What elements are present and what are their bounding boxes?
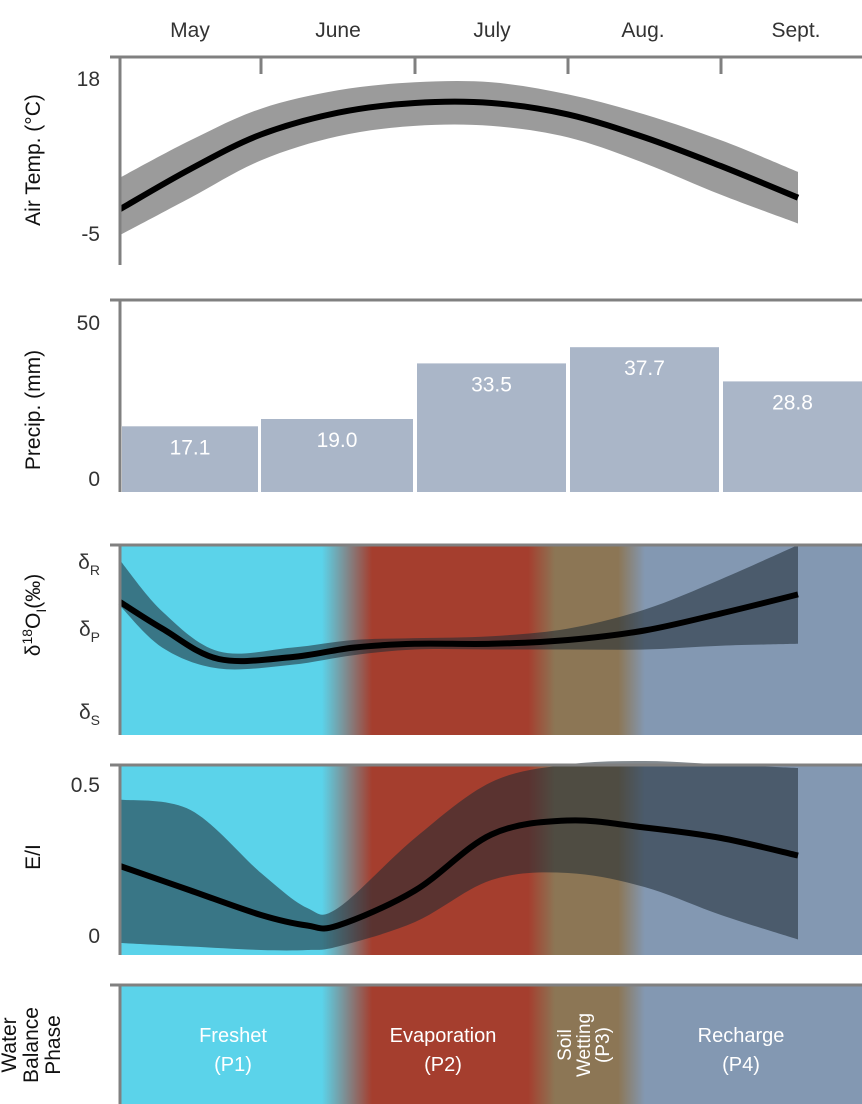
phase-label-recharge: Recharge xyxy=(698,1025,785,1047)
evaporation-inflow-panel: 0.5 0 E/I xyxy=(22,761,862,955)
isotope-panel: δR δP δS δ18OI(‰) xyxy=(19,543,862,735)
isotope-tick-s-sub: S xyxy=(91,712,100,728)
evaporation-inflow-axis-title: E/I xyxy=(22,844,45,870)
phase-title-water: Water xyxy=(0,1017,21,1072)
precipitation-bar-sept xyxy=(723,381,862,492)
phase-code-p2: (P2) xyxy=(424,1054,462,1076)
precipitation-axis-title: Precip. (mm) xyxy=(22,350,45,470)
precipitation-bars: 17.1 19.0 33.5 37.7 28.8 xyxy=(122,347,862,492)
isotope-tick-label-r: δR xyxy=(78,551,100,578)
isotope-title-sup: 18 xyxy=(19,629,35,645)
phase-label-evaporation: Evaporation xyxy=(390,1025,497,1047)
precipitation-bar-may xyxy=(122,426,258,492)
isotope-range-band xyxy=(120,545,798,670)
precipitation-value-label: 28.8 xyxy=(772,391,813,414)
phase-label-freshet: Freshet xyxy=(199,1025,267,1047)
precipitation-bar-june xyxy=(261,419,413,492)
precipitation-panel: 17.1 19.0 33.5 37.7 28.8 50 0 Precip. (mm) xyxy=(22,298,862,492)
evaporation-inflow-tick-label-0: 0 xyxy=(88,925,100,948)
temperature-mean-line xyxy=(118,98,800,212)
isotope-title-o: O xyxy=(22,613,45,629)
phase-wetting-line: Wetting xyxy=(574,1013,595,1077)
phase-label-soil-wetting: Soil Wetting (P3) xyxy=(555,1013,614,1077)
isotope-tick-label-s: δS xyxy=(79,701,100,728)
precipitation-tick-label-0: 0 xyxy=(88,468,100,491)
temperature-tick-label-minus5: -5 xyxy=(81,223,100,246)
temperature-panel: 18 -5 Air Temp. (°C) xyxy=(22,55,862,265)
evaporation-inflow-mean-line xyxy=(119,817,799,932)
evaporation-inflow-tick-label-05: 0.5 xyxy=(71,774,100,797)
temperature-range-band xyxy=(120,81,798,235)
precipitation-bar-july xyxy=(417,363,566,492)
precipitation-value-label: 19.0 xyxy=(317,429,358,452)
isotope-mean-line xyxy=(118,591,799,665)
precipitation-value-label: 37.7 xyxy=(624,357,665,380)
precipitation-tick-label-50: 50 xyxy=(77,312,100,335)
month-label-may: May xyxy=(170,19,210,42)
isotope-tick-r-delta: δ xyxy=(78,551,90,574)
isotope-tick-p-delta: δ xyxy=(79,618,91,641)
isotope-tick-r-sub: R xyxy=(90,562,100,578)
isotope-tick-p-sub: P xyxy=(91,629,100,645)
isotope-axis-title: δ18OI(‰) xyxy=(19,574,49,657)
water-balance-phase-panel: Freshet (P1) Evaporation (P2) Soil Wetti… xyxy=(0,983,862,1104)
precipitation-value-label: 17.1 xyxy=(170,436,211,459)
isotope-title-unit: (‰) xyxy=(22,574,45,609)
phase-soil-line: Soil xyxy=(555,1029,576,1061)
phase-code-p4: (P4) xyxy=(722,1054,760,1076)
month-label-june: June xyxy=(315,19,361,42)
phase-title-phase: Phase xyxy=(42,1015,65,1075)
month-labels: May June July Aug. Sept. xyxy=(170,19,820,42)
phase-code-p3: (P3) xyxy=(593,1027,614,1063)
phase-code-p1: (P1) xyxy=(214,1054,252,1076)
phase-title-balance: Balance xyxy=(20,1007,43,1083)
temperature-tick-label-18: 18 xyxy=(77,68,100,91)
month-label-aug: Aug. xyxy=(621,19,664,42)
isotope-title-delta: δ xyxy=(22,645,45,657)
isotope-tick-label-p: δP xyxy=(79,618,100,645)
isotope-tick-s-delta: δ xyxy=(79,701,91,724)
isotope-title-sub: I xyxy=(33,609,49,613)
precipitation-value-label: 33.5 xyxy=(471,373,512,396)
phase-band xyxy=(120,985,862,1104)
precipitation-bar-aug xyxy=(570,347,719,492)
phase-axis-title: Water Balance Phase xyxy=(0,1007,65,1083)
month-label-sept: Sept. xyxy=(771,19,820,42)
month-label-july: July xyxy=(473,19,511,42)
temperature-axis-title: Air Temp. (°C) xyxy=(22,94,45,226)
